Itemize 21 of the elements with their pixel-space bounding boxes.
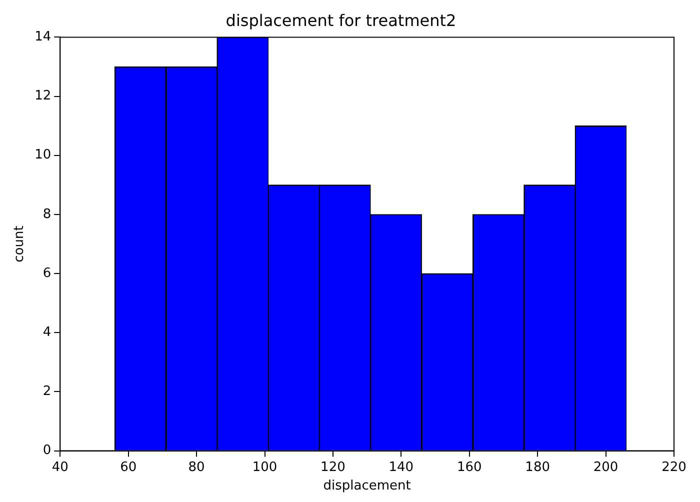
x-tick-label: 80 xyxy=(188,460,205,475)
x-tick-label: 120 xyxy=(320,460,346,475)
y-axis-title: count xyxy=(12,226,28,262)
y-tick-label: 6 xyxy=(42,266,52,281)
x-tick-label: 60 xyxy=(120,460,137,475)
x-tick-label: 100 xyxy=(252,460,278,475)
chart-title: displacement for treatment2 xyxy=(226,10,456,30)
x-tick-label: 180 xyxy=(525,460,550,475)
y-tick-label: 10 xyxy=(34,148,52,163)
y-tick-label: 0 xyxy=(42,443,52,458)
y-tick-label: 8 xyxy=(42,206,52,222)
x-tick-label: 160 xyxy=(456,460,482,475)
y-tick-label: 4 xyxy=(42,325,52,340)
y-tick-label: 12 xyxy=(34,88,52,104)
y-tick-label: 14 xyxy=(34,30,52,45)
y-tick-label: 2 xyxy=(42,384,52,400)
x-tick-label: 140 xyxy=(388,460,414,475)
x-tick-label: 220 xyxy=(662,460,686,475)
x-axis-title: displacement xyxy=(323,478,411,494)
x-tick-label: 40 xyxy=(52,460,68,475)
x-tick-label: 200 xyxy=(593,460,618,475)
